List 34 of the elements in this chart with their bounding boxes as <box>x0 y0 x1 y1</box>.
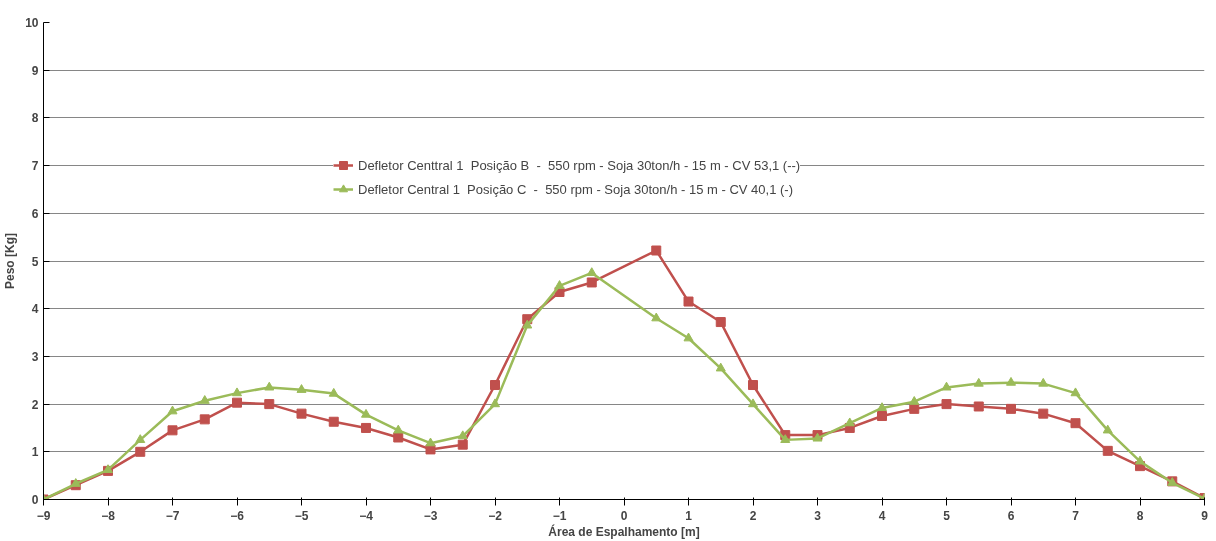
x-tick-label: 3 <box>814 508 822 523</box>
x-tick-label: 6 <box>1007 508 1015 523</box>
x-tick-label: −5 <box>294 508 309 523</box>
y-tick-label: 7 <box>31 159 39 174</box>
y-tick-label: 4 <box>31 302 39 317</box>
x-axis-title: Área de Espalhamento [m] <box>548 523 700 539</box>
x-tick-label: −6 <box>230 508 245 523</box>
x-tick-label: −7 <box>165 508 180 523</box>
x-tick-label: −9 <box>36 508 51 523</box>
x-tick-label: −1 <box>552 508 567 523</box>
y-tick-label: 10 <box>25 16 39 30</box>
y-tick-label: 5 <box>31 254 39 269</box>
y-tick-label: 0 <box>31 493 39 507</box>
x-tick-label: 5 <box>943 508 951 523</box>
x-tick-label: −8 <box>101 508 116 523</box>
x-tick-label: 9 <box>1201 508 1209 523</box>
x-tick-label: 4 <box>878 508 886 523</box>
y-tick-label: 6 <box>31 206 39 221</box>
x-tick-label: 0 <box>620 508 628 523</box>
x-tick-label: 8 <box>1136 508 1144 523</box>
y-tick-label: 9 <box>31 63 39 78</box>
x-tick-label: −3 <box>423 508 438 523</box>
y-axis-title: Peso [Kg] <box>3 232 18 289</box>
x-tick-label: −2 <box>488 508 503 523</box>
legend-label: Defletor Centtral 1 Posição B - 550 rpm - Soja 30ton/h - 15 m - CV 53,1 (--) <box>358 157 801 173</box>
x-tick-label: 1 <box>685 508 693 523</box>
y-tick-label: 8 <box>31 111 39 126</box>
x-tick-label: −4 <box>359 508 374 523</box>
x-tick-label: 2 <box>749 508 757 523</box>
legend-label: Defletor Central 1 Posição C - 550 rpm - Soja 30ton/h - 15 m - CV 40,1 (-) <box>358 181 793 197</box>
y-tick-label: 3 <box>31 349 39 364</box>
y-tick-label: 2 <box>31 397 39 412</box>
x-tick-label: 7 <box>1072 508 1080 523</box>
y-tick-label: 1 <box>31 445 39 460</box>
